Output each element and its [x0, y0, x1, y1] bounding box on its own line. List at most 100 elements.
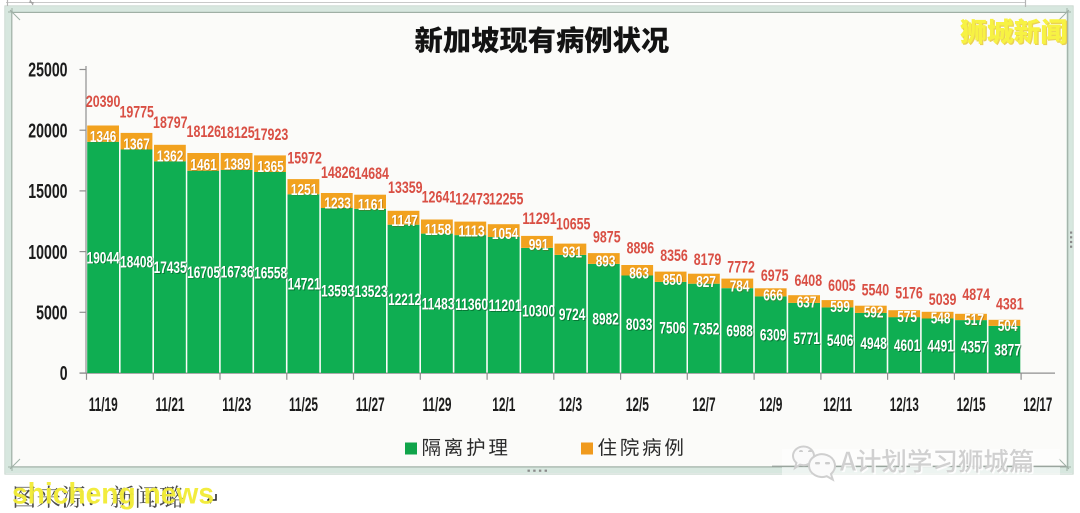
svg-text:7506: 7506 [660, 319, 686, 338]
svg-text:12/1: 12/1 [492, 395, 515, 416]
svg-text:517: 517 [965, 313, 985, 330]
svg-text:1054: 1054 [492, 226, 518, 243]
svg-text:20390: 20390 [86, 92, 121, 111]
svg-text:6309: 6309 [760, 326, 786, 345]
svg-text:9875: 9875 [593, 228, 621, 247]
svg-text:6408: 6408 [795, 271, 823, 290]
svg-text:5000: 5000 [36, 303, 67, 325]
svg-text:11/21: 11/21 [156, 395, 185, 416]
svg-text:863: 863 [630, 266, 650, 283]
svg-text:592: 592 [864, 305, 884, 322]
svg-text:shicheng news: shicheng news [12, 478, 214, 511]
svg-text:575: 575 [898, 310, 918, 327]
svg-text:12/13: 12/13 [890, 395, 919, 416]
svg-text:10000: 10000 [28, 242, 67, 264]
svg-text:991: 991 [529, 237, 549, 254]
svg-text:5771: 5771 [793, 329, 819, 348]
svg-text:504: 504 [998, 318, 1018, 335]
svg-text:1161: 1161 [358, 197, 384, 214]
svg-text:6309: 6309 [761, 327, 787, 346]
svg-text:1233: 1233 [324, 196, 350, 213]
svg-text:16736: 16736 [221, 262, 254, 281]
svg-text:3877: 3877 [994, 341, 1020, 360]
svg-text:7772: 7772 [727, 257, 755, 276]
svg-text:4948: 4948 [861, 335, 887, 354]
svg-text:14826: 14826 [321, 163, 356, 182]
svg-text:1346: 1346 [90, 129, 116, 146]
svg-text:19775: 19775 [119, 103, 154, 122]
svg-text:12/5: 12/5 [626, 395, 649, 416]
svg-text:1161: 1161 [359, 198, 385, 215]
svg-text:8896: 8896 [627, 238, 655, 257]
svg-text:599: 599 [830, 299, 850, 316]
svg-text:1113: 1113 [458, 224, 484, 241]
svg-text:1158: 1158 [426, 223, 452, 240]
svg-text:14721: 14721 [288, 275, 321, 294]
svg-text:5406: 5406 [828, 332, 854, 351]
svg-text:11291: 11291 [522, 209, 557, 228]
svg-text:1346: 1346 [91, 130, 117, 147]
svg-text:4491: 4491 [928, 338, 954, 357]
svg-text:18408: 18408 [121, 253, 154, 272]
svg-text:1251: 1251 [291, 182, 317, 199]
svg-text:1365: 1365 [258, 160, 284, 177]
svg-text:11360: 11360 [456, 296, 489, 315]
svg-text:4357: 4357 [962, 338, 988, 357]
svg-text:7506: 7506 [659, 318, 685, 337]
svg-text:12255: 12255 [489, 190, 524, 209]
svg-text:1362: 1362 [157, 148, 183, 165]
svg-text:827: 827 [697, 275, 717, 292]
svg-text:18126: 18126 [187, 122, 222, 141]
svg-text:1251: 1251 [292, 183, 318, 200]
svg-text:6005: 6005 [828, 276, 856, 295]
svg-text:11/19: 11/19 [89, 395, 118, 416]
svg-text:931: 931 [562, 245, 582, 262]
svg-text:19044: 19044 [88, 249, 121, 268]
svg-text:11483: 11483 [423, 295, 456, 314]
svg-text:8033: 8033 [626, 315, 652, 334]
svg-text:14721: 14721 [289, 275, 322, 294]
svg-text:16558: 16558 [255, 264, 288, 283]
svg-text:1362: 1362 [158, 149, 184, 166]
svg-text:12473: 12473 [455, 190, 490, 209]
svg-text:5540: 5540 [862, 281, 890, 300]
svg-text:5176: 5176 [895, 283, 923, 302]
svg-text:893: 893 [596, 254, 616, 271]
svg-text:13593: 13593 [321, 282, 354, 301]
svg-text:575: 575 [897, 309, 917, 326]
svg-text:548: 548 [931, 311, 951, 328]
svg-text:8179: 8179 [694, 250, 722, 269]
svg-text:637: 637 [797, 295, 817, 312]
svg-text:517: 517 [964, 312, 984, 329]
svg-text:0: 0 [60, 363, 68, 385]
svg-text:15000: 15000 [28, 181, 67, 203]
svg-text:850: 850 [663, 273, 683, 290]
svg-text:1147: 1147 [391, 213, 417, 230]
svg-text:5039: 5039 [929, 290, 957, 309]
svg-text:11/27: 11/27 [356, 395, 385, 416]
svg-text:991: 991 [529, 238, 549, 255]
svg-text:1461: 1461 [190, 157, 216, 174]
svg-text:13523: 13523 [355, 282, 388, 301]
svg-text:16558: 16558 [254, 264, 287, 283]
svg-text:11/23: 11/23 [222, 395, 251, 416]
svg-text:25000: 25000 [28, 60, 67, 82]
svg-text:11201: 11201 [490, 297, 523, 316]
svg-text:12/17: 12/17 [1023, 395, 1052, 416]
svg-text:7352: 7352 [694, 320, 720, 339]
svg-text:17435: 17435 [155, 259, 188, 278]
svg-text:18125: 18125 [220, 123, 255, 142]
svg-text:16736: 16736 [222, 263, 255, 282]
svg-text:9724: 9724 [560, 306, 587, 325]
svg-text:18408: 18408 [120, 252, 153, 271]
svg-text:10300: 10300 [523, 302, 556, 321]
svg-text:1389: 1389 [224, 157, 250, 174]
svg-text:1367: 1367 [124, 137, 150, 154]
svg-text:8982: 8982 [592, 310, 618, 329]
svg-text:12/7: 12/7 [692, 395, 715, 416]
svg-text:4381: 4381 [996, 294, 1024, 313]
svg-text:5771: 5771 [794, 330, 820, 349]
svg-text:12641: 12641 [422, 188, 457, 207]
svg-text:19044: 19044 [87, 248, 120, 267]
svg-text:12/3: 12/3 [559, 395, 582, 416]
